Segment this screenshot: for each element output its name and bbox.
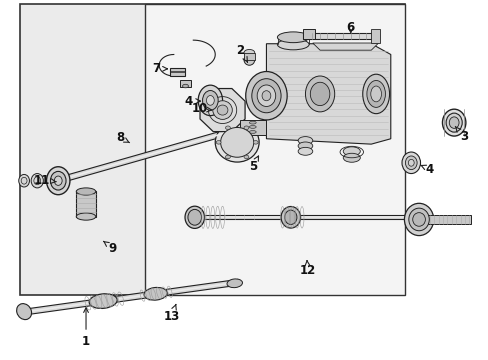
Ellipse shape: [220, 127, 253, 157]
Text: 9: 9: [103, 241, 117, 255]
Ellipse shape: [277, 32, 308, 42]
Ellipse shape: [215, 123, 259, 162]
Ellipse shape: [184, 206, 204, 228]
Ellipse shape: [298, 147, 312, 155]
Ellipse shape: [144, 287, 167, 300]
Bar: [303, 29, 315, 40]
Text: 8: 8: [116, 131, 129, 144]
Ellipse shape: [244, 54, 254, 65]
Ellipse shape: [310, 82, 329, 105]
Ellipse shape: [445, 113, 461, 132]
Text: 7: 7: [152, 62, 167, 75]
Bar: [144, 4, 405, 295]
Bar: [180, 80, 190, 87]
Ellipse shape: [407, 159, 413, 166]
Ellipse shape: [249, 121, 256, 124]
Text: 13: 13: [163, 304, 179, 323]
Ellipse shape: [284, 210, 296, 225]
Circle shape: [244, 126, 248, 130]
Ellipse shape: [442, 109, 465, 136]
Ellipse shape: [217, 105, 227, 115]
Ellipse shape: [54, 176, 62, 185]
Text: 4: 4: [420, 163, 433, 176]
Bar: [170, 68, 184, 76]
Ellipse shape: [50, 171, 66, 190]
Circle shape: [216, 140, 221, 144]
Polygon shape: [200, 89, 244, 132]
Ellipse shape: [212, 101, 232, 120]
Ellipse shape: [412, 213, 425, 226]
Ellipse shape: [251, 79, 281, 113]
Polygon shape: [20, 279, 239, 315]
Ellipse shape: [262, 91, 270, 101]
Ellipse shape: [226, 279, 242, 288]
Bar: [20, 4, 405, 295]
Circle shape: [244, 155, 248, 159]
Polygon shape: [20, 282, 238, 314]
Ellipse shape: [343, 147, 360, 156]
Bar: [170, 71, 184, 72]
Ellipse shape: [281, 207, 300, 228]
Polygon shape: [59, 127, 243, 181]
Ellipse shape: [249, 126, 256, 129]
Ellipse shape: [401, 152, 420, 174]
Ellipse shape: [298, 136, 312, 144]
Polygon shape: [58, 125, 244, 184]
Ellipse shape: [206, 95, 214, 105]
Text: 3: 3: [454, 126, 467, 144]
Ellipse shape: [198, 85, 222, 116]
Polygon shape: [76, 192, 96, 217]
Ellipse shape: [46, 167, 70, 195]
Ellipse shape: [404, 203, 433, 235]
Circle shape: [225, 126, 230, 130]
Text: 6: 6: [346, 21, 354, 34]
Ellipse shape: [408, 208, 428, 231]
Ellipse shape: [31, 174, 43, 188]
Ellipse shape: [89, 294, 117, 309]
Ellipse shape: [249, 131, 256, 134]
Ellipse shape: [182, 84, 188, 88]
Text: 10: 10: [191, 103, 211, 116]
Text: 1: 1: [82, 308, 90, 348]
Text: 4: 4: [184, 95, 200, 108]
Ellipse shape: [76, 213, 96, 220]
Ellipse shape: [202, 90, 218, 110]
Polygon shape: [190, 215, 414, 220]
Circle shape: [253, 140, 258, 144]
Ellipse shape: [343, 153, 360, 162]
Bar: [370, 30, 379, 43]
Ellipse shape: [245, 72, 286, 120]
Ellipse shape: [76, 188, 96, 195]
Ellipse shape: [298, 142, 312, 150]
Text: 2: 2: [236, 44, 247, 62]
Ellipse shape: [17, 303, 32, 320]
Ellipse shape: [277, 39, 308, 50]
Ellipse shape: [244, 49, 254, 56]
Text: 5: 5: [248, 156, 258, 173]
Ellipse shape: [366, 81, 385, 107]
Circle shape: [225, 155, 230, 159]
Bar: [303, 33, 378, 40]
Ellipse shape: [19, 175, 29, 187]
Polygon shape: [239, 120, 266, 135]
Bar: [243, 53, 255, 60]
Text: 12: 12: [299, 261, 315, 277]
Ellipse shape: [370, 86, 381, 102]
Polygon shape: [312, 43, 378, 50]
Ellipse shape: [362, 74, 389, 114]
Ellipse shape: [448, 117, 458, 129]
Ellipse shape: [187, 210, 201, 225]
Text: 11: 11: [34, 174, 56, 186]
Polygon shape: [427, 215, 470, 224]
Ellipse shape: [305, 76, 334, 112]
Ellipse shape: [405, 156, 416, 170]
Ellipse shape: [257, 85, 275, 107]
Polygon shape: [266, 44, 390, 144]
